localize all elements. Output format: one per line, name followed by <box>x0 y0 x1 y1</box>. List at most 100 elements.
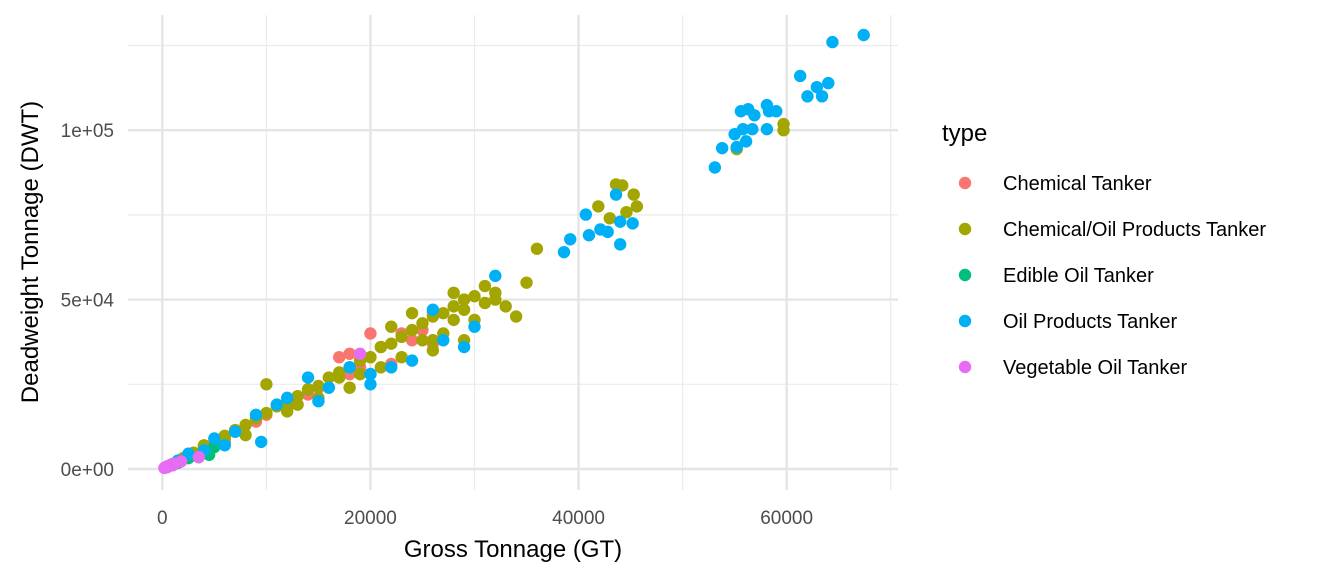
data-point <box>291 398 304 411</box>
data-point <box>374 361 388 374</box>
x-axis-title: Gross Tonnage (GT) <box>404 536 622 563</box>
data-point <box>353 347 367 361</box>
data-point <box>613 215 627 228</box>
data-point <box>374 340 388 354</box>
data-point <box>708 161 722 174</box>
data-point <box>468 290 481 303</box>
data-point <box>395 350 408 364</box>
data-point <box>582 229 596 242</box>
legend: type Chemical Tanker Chemical/Oil Product… <box>942 120 1266 379</box>
data-point <box>627 188 640 201</box>
data-point <box>364 367 377 381</box>
data-point <box>468 320 481 333</box>
legend-item: Vegetable Oil Tanker <box>958 357 1188 379</box>
data-point <box>228 425 242 438</box>
data-point <box>457 293 471 306</box>
data-point <box>739 135 753 148</box>
data-point <box>857 28 870 42</box>
data-point <box>281 405 294 418</box>
y-tick-label: 5e+04 <box>61 291 115 312</box>
data-point <box>364 378 377 391</box>
data-point <box>426 303 440 316</box>
data-point <box>395 330 408 344</box>
data-point <box>333 350 346 364</box>
data-point <box>447 313 460 327</box>
data-point <box>254 435 268 449</box>
legend-key <box>958 314 972 328</box>
data-point <box>343 347 356 361</box>
data-point <box>405 334 419 347</box>
data-point <box>343 361 356 374</box>
data-point <box>728 128 741 141</box>
legend-label: Vegetable Oil Tanker <box>1003 357 1188 379</box>
data-point <box>626 217 639 230</box>
data-point <box>426 334 440 347</box>
data-point <box>208 432 221 445</box>
data-point <box>353 367 367 381</box>
legend-key <box>958 360 972 374</box>
data-point <box>447 286 460 300</box>
data-point <box>260 406 273 420</box>
data-point <box>260 378 273 391</box>
data-point <box>322 381 336 394</box>
data-point <box>613 238 627 251</box>
data-point <box>416 317 429 330</box>
data-point <box>281 391 294 405</box>
data-point <box>609 188 623 201</box>
data-point <box>437 306 450 320</box>
data-point <box>557 245 571 259</box>
data-point <box>182 447 195 460</box>
data-point <box>564 233 577 246</box>
data-point <box>405 354 419 367</box>
data-point <box>416 334 429 347</box>
data-point <box>592 200 605 213</box>
data-point <box>301 383 315 396</box>
data-point <box>770 105 783 118</box>
data-point <box>530 242 544 255</box>
data-point <box>815 90 829 103</box>
data-point <box>489 269 502 283</box>
x-tick-label: 0 <box>157 508 168 529</box>
data-point <box>616 179 629 192</box>
data-point <box>734 105 748 118</box>
y-axis-title: Deadweight Tonnage (DWT) <box>17 101 44 403</box>
data-point <box>457 340 471 354</box>
data-point <box>509 310 523 323</box>
data-point <box>730 140 743 154</box>
data-point <box>630 200 644 213</box>
data-point <box>457 303 471 316</box>
legend-item: Chemical/Oil Products Tanker <box>958 219 1266 241</box>
data-point <box>603 212 616 225</box>
legend-label: Chemical/Oil Products Tanker <box>1003 219 1266 241</box>
data-point <box>301 371 315 384</box>
data-point <box>810 80 824 94</box>
data-point <box>760 122 774 136</box>
data-point <box>322 371 336 384</box>
data-point <box>364 327 377 340</box>
data-point <box>385 337 398 350</box>
data-point <box>385 361 398 374</box>
data-point <box>746 122 759 136</box>
y-axis-ticks: 0e+00 5e+04 1e+05 <box>61 121 115 481</box>
legend-item: Chemical Tanker <box>958 173 1152 195</box>
x-tick-label: 40000 <box>552 508 605 529</box>
data-point <box>579 208 593 221</box>
grid <box>128 15 898 490</box>
x-axis-ticks: 0 20000 40000 60000 <box>157 508 813 529</box>
legend-key <box>958 176 972 190</box>
data-point <box>748 109 761 122</box>
data-point <box>499 300 512 313</box>
data-point <box>291 389 304 403</box>
x-tick-label: 20000 <box>344 508 397 529</box>
legend-item: Edible Oil Tanker <box>958 265 1154 287</box>
y-tick-label: 1e+05 <box>61 121 114 142</box>
data-point <box>426 344 440 357</box>
points <box>158 28 870 475</box>
data-point <box>239 428 252 442</box>
legend-label: Chemical Tanker <box>1003 173 1152 195</box>
data-point <box>478 296 492 310</box>
data-point <box>239 418 252 432</box>
data-point <box>312 395 325 408</box>
data-point <box>822 76 835 90</box>
